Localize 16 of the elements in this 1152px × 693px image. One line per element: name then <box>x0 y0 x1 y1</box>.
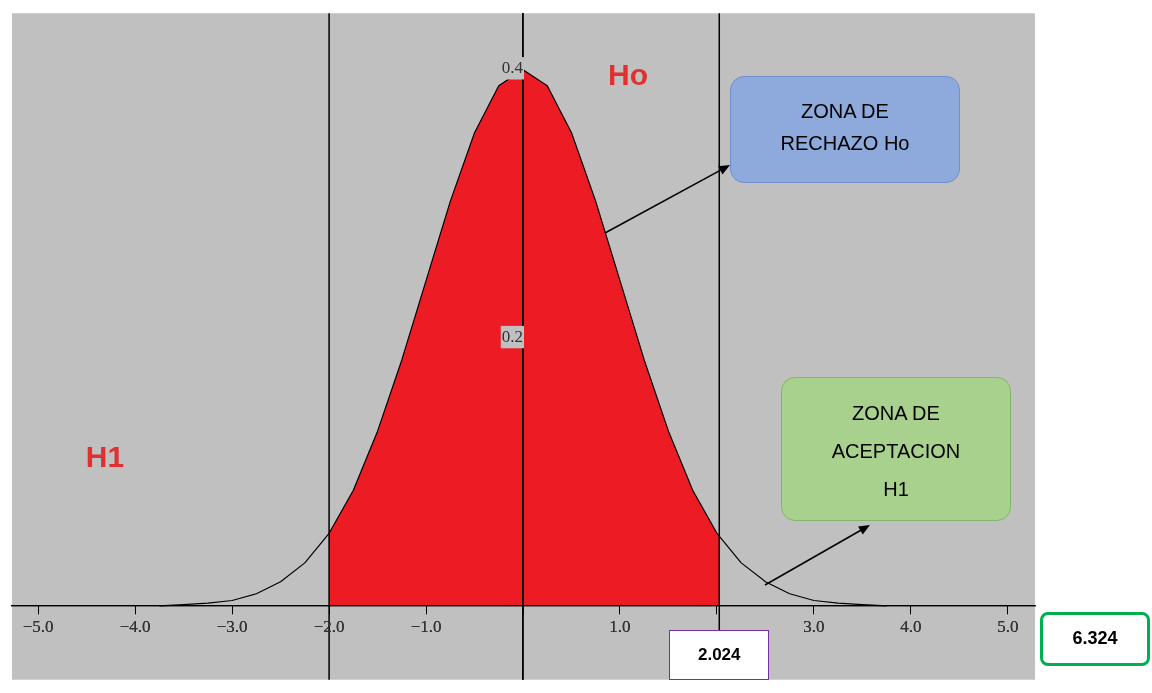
x-tick-label: −1.0 <box>410 616 442 636</box>
x-tick-label: 3.0 <box>803 616 825 636</box>
x-tick-label: 1.0 <box>609 616 631 636</box>
callout-box: ZONA DE RECHAZO Ho <box>730 76 960 183</box>
annotation: H1 <box>84 440 126 475</box>
x-tick-label: −3.0 <box>216 616 248 636</box>
callout-box: ZONA DE ACEPTACION H1 <box>781 377 1011 521</box>
x-tick-label: 5.0 <box>997 616 1019 636</box>
label-box: 2.024 <box>669 630 770 680</box>
y-tick-label: 0.4 <box>501 57 524 77</box>
y-tick-label: 0.2 <box>501 326 524 346</box>
x-tick-label: −4.0 <box>119 616 151 636</box>
callout-box: 6.324 <box>1040 612 1150 666</box>
annotation: Ho <box>607 58 649 93</box>
x-tick-label: 4.0 <box>900 616 922 636</box>
x-tick-label: −5.0 <box>22 616 54 636</box>
